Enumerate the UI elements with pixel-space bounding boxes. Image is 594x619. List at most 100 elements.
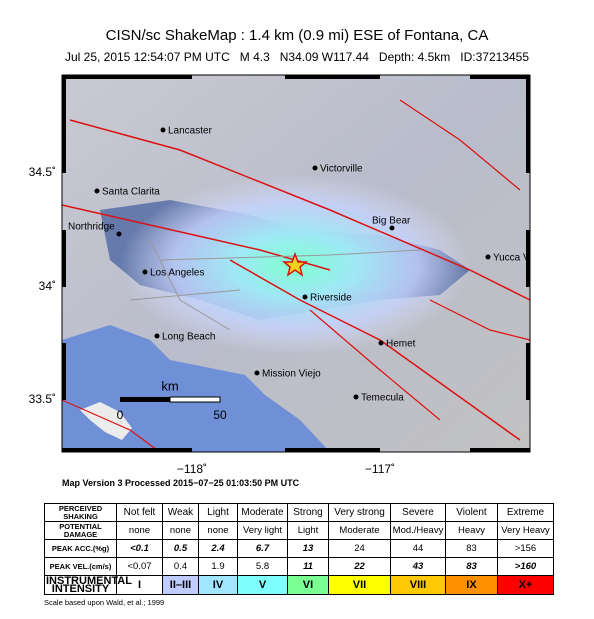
fault <box>429 299 531 341</box>
city-marker <box>254 370 260 376</box>
row-label: INSTRUMENTAL INTENSITY <box>44 575 132 595</box>
city-label: Hemet <box>386 339 416 350</box>
city-label: Riverside <box>310 293 352 304</box>
city-label: Yucca V <box>493 253 530 264</box>
latitude-label: 33.5˚ <box>29 392 56 406</box>
shaking-label: Severe <box>390 503 446 522</box>
scale-segment <box>120 397 170 402</box>
legend-cell: none <box>162 521 199 540</box>
shaking-label: Extreme <box>497 503 554 522</box>
event-info-item: Jul 25, 2015 12:54:07 PM UTC <box>64 50 230 64</box>
scale-bar <box>120 396 221 403</box>
city-marker <box>389 225 395 231</box>
row-label: POTENTIAL DAMAGE <box>44 521 117 540</box>
city-marker <box>302 294 308 300</box>
legend-cell: 0.5 <box>162 539 199 558</box>
legend-cell: >156 <box>497 539 554 558</box>
map-area <box>61 74 531 453</box>
legend-cell: Moderate <box>328 521 391 540</box>
legend-cell: 22 <box>328 557 391 576</box>
city-label: Big Bear <box>372 216 411 227</box>
legend-cell: II–III <box>162 575 199 595</box>
shaking-label: Moderate <box>237 503 288 522</box>
city-label: Long Beach <box>162 332 215 343</box>
legend-cell: 24 <box>328 539 391 558</box>
city-label: Los Angeles <box>150 268 205 279</box>
latitude-label: 34.5˚ <box>29 165 56 179</box>
legend-cell: 43 <box>390 557 446 576</box>
city-label: Victorville <box>320 164 363 175</box>
event-info-item: Depth: 4.5km <box>378 50 451 64</box>
legend-row: PEAK ACC.(%g) <0.1 0.5 2.4 6.7 13 24 44 83 >156 <box>44 539 554 558</box>
row-label: PEAK ACC.(%g) <box>44 539 117 558</box>
legend-cell: VII <box>328 575 391 595</box>
legend-cell: 11 <box>287 557 329 576</box>
shakemap: Lancaster Victorville Santa Clarita Northri… <box>29 74 531 476</box>
scale-unit: km <box>161 378 178 393</box>
legend-cell: <0.1 <box>116 539 163 558</box>
longitude-label: −117˚ <box>365 462 395 476</box>
legend-cell: 83 <box>445 539 498 558</box>
city-marker <box>160 127 166 133</box>
legend-cell: 0.4 <box>162 557 199 576</box>
fault <box>309 309 441 421</box>
legend-cell: Light <box>287 521 329 540</box>
legend-cell: 1.9 <box>198 557 238 576</box>
city-marker <box>154 333 160 339</box>
city-marker <box>116 231 122 237</box>
scale-label: 0 <box>117 408 124 422</box>
city-label: Northridge <box>68 222 115 233</box>
legend-cell: Very light <box>237 521 288 540</box>
legend-row: INSTRUMENTAL INTENSITY I II–III IV V VI VII VII… <box>44 575 554 595</box>
legend-cell: 13 <box>287 539 329 558</box>
legend-cell: X+ <box>497 575 554 595</box>
row-label: PEAK VEL.(cm/s) <box>44 557 117 576</box>
legend-cell: 2.4 <box>198 539 238 558</box>
legend-cell: none <box>198 521 238 540</box>
event-info-item: ID:37213455 <box>460 50 530 64</box>
legend-row: PEAK VEL.(cm/s) <0.07 0.4 1.9 5.8 11 22 43 83 >16… <box>44 557 554 576</box>
event-info: Jul 25, 2015 12:54:07 PM UTC M 4.3 N34.09 … <box>0 50 594 64</box>
legend-cell: Very Heavy <box>497 521 554 540</box>
shaking-label: Strong <box>287 503 329 522</box>
legend-cell: I <box>116 575 163 595</box>
fault <box>69 119 531 301</box>
map-title: CISN/sc ShakeMap : 1.4 km (0.9 mi) ESE o… <box>105 27 489 44</box>
roads <box>129 239 421 331</box>
footnote: Scale based upon Wald, et al.; 1999 <box>44 598 165 607</box>
city-label: Temecula <box>361 393 404 404</box>
legend-cell: VI <box>287 575 329 595</box>
shaking-label: Violent <box>445 503 498 522</box>
fault <box>399 99 521 191</box>
shaking-label: Weak <box>162 503 199 522</box>
legend-cell: IV <box>198 575 238 595</box>
city-label: Lancaster <box>168 126 213 137</box>
legend-cell: none <box>116 521 163 540</box>
legend-row: POTENTIAL DAMAGE none none none Very light Li… <box>44 521 554 540</box>
city-marker <box>94 188 100 194</box>
shaking-label: Light <box>198 503 238 522</box>
legend-cell: 83 <box>445 557 498 576</box>
legend-cell: V <box>237 575 288 595</box>
epicenter <box>281 251 309 277</box>
ocean <box>62 325 330 452</box>
shaking-label: Very strong <box>328 503 391 522</box>
latitude-label: 34˚ <box>39 279 56 293</box>
legend-cell: Heavy <box>445 521 498 540</box>
legend-cell: IX <box>445 575 498 595</box>
legend-cell: <0.07 <box>116 557 163 576</box>
city-marker <box>142 269 148 275</box>
event-info-item: M 4.3 <box>239 50 270 64</box>
legend-cell: 5.8 <box>237 557 288 576</box>
city-label: Mission Viejo <box>262 369 321 380</box>
longitude-label: −118˚ <box>177 462 207 476</box>
legend-cell: >160 <box>497 557 554 576</box>
fault <box>229 259 521 441</box>
legend-row: PERCEIVED SHAKING Not felt Weak Light Modera… <box>44 503 554 522</box>
city-label: Santa Clarita <box>102 187 160 198</box>
legend-cell: 44 <box>390 539 446 558</box>
intensity-legend: PERCEIVED SHAKING Not felt Weak Light Modera… <box>44 503 554 595</box>
scale-label: 50 <box>213 408 227 422</box>
